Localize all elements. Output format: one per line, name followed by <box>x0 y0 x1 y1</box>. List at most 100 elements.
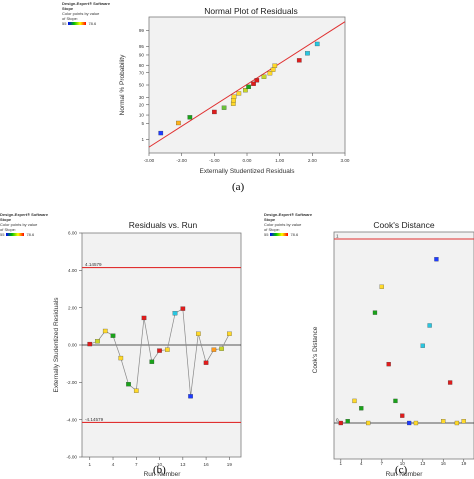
x-tick-label: 13 <box>180 462 186 467</box>
x-tick-label: 16 <box>441 461 447 466</box>
limit-line-label: 0 <box>336 418 339 423</box>
data-point <box>176 120 181 126</box>
data-point <box>87 341 93 347</box>
data-point <box>386 361 391 367</box>
data-point <box>236 91 242 96</box>
software-name: Design-Expert® Software <box>0 212 49 217</box>
data-point <box>305 51 310 56</box>
legend-min: 55 <box>62 21 67 26</box>
legend-min: 55 <box>0 232 5 237</box>
y-tick-label: 1 <box>141 137 144 142</box>
data-point <box>227 331 232 336</box>
limit-line-label: -4.14579 <box>85 417 104 422</box>
data-point <box>172 311 178 316</box>
data-point <box>434 257 439 262</box>
y-tick-label: -6.00 <box>67 455 78 460</box>
x-tick-label: 10 <box>157 462 163 467</box>
y-tick-label: 30 <box>139 95 145 100</box>
data-point <box>413 420 419 426</box>
color-legend: 55 78.6 <box>0 232 48 237</box>
caption-c: (c) <box>395 464 408 476</box>
data-point <box>221 105 227 110</box>
x-tick-label: 4 <box>360 461 363 466</box>
data-point <box>219 346 224 351</box>
y-tick-label: 5 <box>141 121 144 126</box>
x-tick-label: -1.00 <box>209 158 220 163</box>
legend-max: 78.6 <box>290 232 299 237</box>
panel-b: Design-Expert® Software Stope Color poin… <box>0 200 262 479</box>
x-tick-label: 13 <box>420 461 426 466</box>
chart-title: Cook's Distance <box>373 220 434 230</box>
legend-text: Color points by value of Stope: <box>0 222 38 232</box>
y-tick-label: 99 <box>139 28 145 33</box>
response-name: Stope <box>264 217 276 222</box>
data-point <box>158 130 164 136</box>
x-tick-label: 2.00 <box>308 158 317 163</box>
x-tick-label: -2.00 <box>176 158 187 163</box>
data-point <box>231 94 237 99</box>
x-axis-label: Run Number <box>386 471 424 478</box>
y-axis-label: Cook's Distance <box>312 326 319 373</box>
caption-a: (a) <box>232 181 245 193</box>
software-name: Design-Expert® Software <box>62 1 111 6</box>
data-point <box>359 406 364 411</box>
x-tick-label: 3.00 <box>341 158 350 163</box>
x-tick-label: 0.00 <box>243 158 252 163</box>
data-point <box>180 306 186 311</box>
software-header-c: Design-Expert® Software Stope Color poin… <box>264 212 312 237</box>
chart-title: Residuals vs. Run <box>129 220 198 230</box>
data-point <box>296 58 302 63</box>
data-point <box>102 328 108 334</box>
data-point <box>212 109 217 115</box>
limit-line-label: 1 <box>336 234 339 239</box>
data-point <box>118 355 124 361</box>
data-point <box>203 360 209 365</box>
caption-b: (b) <box>153 464 166 476</box>
software-name: Design-Expert® Software <box>264 212 313 217</box>
legend-gradient <box>68 22 87 25</box>
data-point <box>441 419 446 424</box>
x-tick-label: 1 <box>88 462 91 467</box>
x-tick-label: 1.00 <box>275 158 284 163</box>
legend-max: 78.6 <box>26 232 35 237</box>
data-point <box>267 71 273 76</box>
data-point <box>254 78 260 83</box>
data-point <box>188 394 193 399</box>
chart-title: Normal Plot of Residuals <box>204 6 298 16</box>
x-tick-label: 4 <box>112 462 115 467</box>
data-point <box>196 331 201 336</box>
legend-gradient <box>270 233 289 236</box>
response-name: Stope <box>0 217 12 222</box>
data-point <box>126 382 131 387</box>
data-point <box>272 63 278 68</box>
data-point <box>393 398 398 404</box>
software-header-a: Design-Expert® Software Stope Color poin… <box>62 1 110 26</box>
y-axis-label: Externally Studentized Residuals <box>53 297 60 393</box>
data-point <box>447 380 453 385</box>
data-point <box>338 420 343 426</box>
data-point <box>261 74 267 79</box>
data-point <box>110 333 116 338</box>
data-point <box>246 84 251 90</box>
residuals-vs-run-chart: Residuals vs. Run -6.00 -4.00 -2.00 0.00 2.0… <box>53 220 242 478</box>
x-tick-label: 7 <box>135 462 138 467</box>
data-point <box>270 67 276 72</box>
panel-a: Design-Expert® Software Stope Color poin… <box>0 0 474 196</box>
legend-max: 78.6 <box>88 21 97 26</box>
color-legend: 55 78.6 <box>264 232 312 237</box>
data-point <box>243 88 248 93</box>
data-point <box>133 388 139 393</box>
x-axis-label: Run Number <box>144 471 182 478</box>
y-tick-label: 80 <box>139 63 145 68</box>
legend-min: 55 <box>264 232 269 237</box>
data-point <box>157 348 162 353</box>
y-tick-label: -4.00 <box>67 417 78 422</box>
y-axis-label: Normal % Probability <box>119 54 126 115</box>
legend-text: Color points by value of Stope: <box>264 222 302 232</box>
response-name: Stope <box>62 6 74 11</box>
data-point <box>366 420 371 426</box>
y-tick-label: 90 <box>139 53 145 58</box>
y-tick-label: 4.00 <box>68 268 77 273</box>
data-point <box>461 419 466 424</box>
data-point <box>427 323 432 328</box>
